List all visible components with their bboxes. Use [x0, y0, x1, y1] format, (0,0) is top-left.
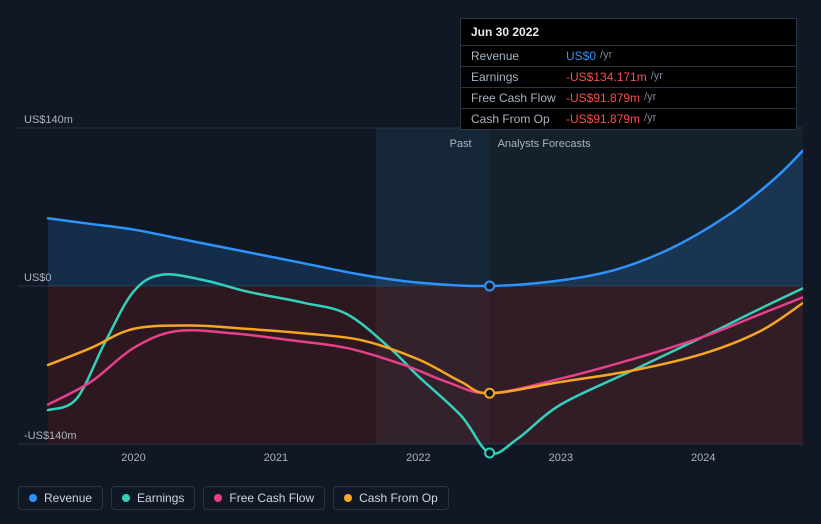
tooltip-row-earnings: Earnings -US$134.171m /yr	[461, 67, 796, 88]
tooltip: Jun 30 2022 Revenue US$0 /yr Earnings -U…	[460, 18, 797, 130]
tooltip-unit: /yr	[644, 91, 656, 105]
tooltip-unit: /yr	[600, 49, 612, 63]
legend-label: Revenue	[44, 491, 92, 505]
legend-dot	[29, 494, 37, 502]
y-tick-label: US$140m	[24, 114, 73, 126]
tooltip-label: Revenue	[471, 49, 566, 63]
tooltip-label: Cash From Op	[471, 112, 566, 126]
x-tick-label: 2021	[264, 452, 288, 464]
tooltip-label: Earnings	[471, 70, 566, 84]
y-tick-label: -US$140m	[24, 430, 77, 442]
legend-dot	[214, 494, 222, 502]
legend-item-revenue[interactable]: Revenue	[18, 486, 103, 510]
tooltip-label: Free Cash Flow	[471, 91, 566, 105]
x-tick-label: 2020	[121, 452, 145, 464]
legend-label: Cash From Op	[359, 491, 438, 505]
legend-item-earnings[interactable]: Earnings	[111, 486, 195, 510]
legend-item-fcf[interactable]: Free Cash Flow	[203, 486, 325, 510]
legend-dot	[122, 494, 130, 502]
tooltip-value: -US$91.879m	[566, 91, 640, 105]
forecast-label: Analysts Forecasts	[498, 138, 591, 150]
y-tick-label: US$0	[24, 272, 52, 284]
legend-item-cfo[interactable]: Cash From Op	[333, 486, 449, 510]
tooltip-title: Jun 30 2022	[461, 19, 796, 46]
tooltip-value: -US$91.879m	[566, 112, 640, 126]
tooltip-value: US$0	[566, 49, 596, 63]
x-tick-label: 2022	[406, 452, 430, 464]
x-tick-label: 2023	[549, 452, 573, 464]
legend-dot	[344, 494, 352, 502]
legend-label: Earnings	[137, 491, 184, 505]
past-label: Past	[450, 138, 472, 150]
x-tick-label: 2024	[691, 452, 715, 464]
tooltip-row-revenue: Revenue US$0 /yr	[461, 46, 796, 67]
tooltip-unit: /yr	[644, 112, 656, 126]
tooltip-value: -US$134.171m	[566, 70, 647, 84]
legend-label: Free Cash Flow	[229, 491, 314, 505]
legend: Revenue Earnings Free Cash Flow Cash Fro…	[18, 486, 449, 510]
chart-area: US$140m US$0 -US$140m 2020 2021 2022 202…	[18, 18, 803, 472]
tooltip-row-fcf: Free Cash Flow -US$91.879m /yr	[461, 88, 796, 109]
tooltip-row-cfo: Cash From Op -US$91.879m /yr	[461, 109, 796, 129]
tooltip-unit: /yr	[651, 70, 663, 84]
